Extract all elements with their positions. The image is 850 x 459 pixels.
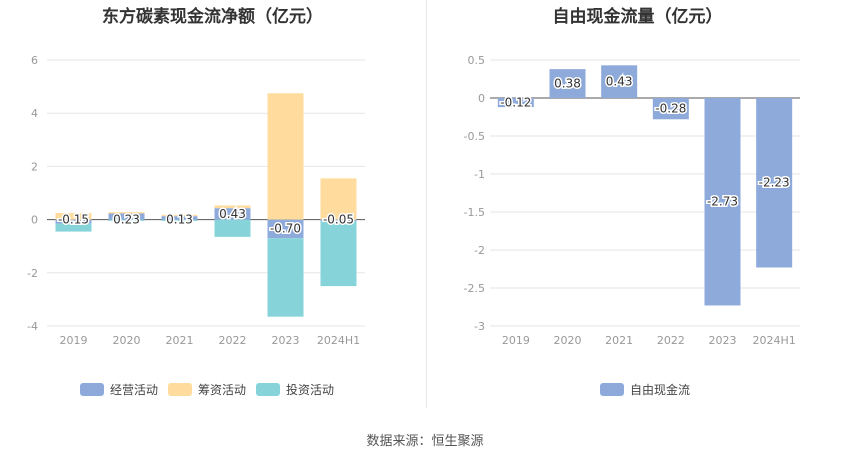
data-label: -0.28 bbox=[655, 102, 686, 116]
legend-label: 自由现金流 bbox=[630, 383, 691, 397]
legend-label: 投资活动 bbox=[286, 383, 335, 397]
data-label: -0.05 bbox=[323, 213, 354, 227]
data-label: -0.12 bbox=[500, 96, 531, 110]
bar-自由现金流-2019 bbox=[497, 98, 534, 108]
x-tick-label: 2023 bbox=[272, 334, 300, 347]
bar-筹资活动-2020 bbox=[108, 212, 145, 214]
data-label: 0.43 bbox=[219, 207, 246, 221]
y-tick-label: -2 bbox=[474, 244, 485, 257]
y-tick-label: -2 bbox=[27, 267, 38, 280]
legend-label: 经营活动 bbox=[110, 383, 159, 397]
y-tick-label: -0.5 bbox=[464, 130, 485, 143]
bar-经营活动-2023 bbox=[267, 219, 304, 239]
left-chart-title: 东方碳素现金流净额（亿元） bbox=[102, 7, 323, 27]
y-tick-label: 6 bbox=[31, 54, 38, 67]
x-tick-label: 2023 bbox=[709, 334, 737, 347]
right-chart-title: 自由现金流量（亿元） bbox=[552, 7, 723, 27]
y-tick-label: -3 bbox=[474, 320, 485, 333]
legend-swatch bbox=[256, 383, 281, 396]
bar-筹资活动-2021 bbox=[161, 214, 198, 217]
data-label: 0.38 bbox=[554, 77, 581, 91]
legend-swatch bbox=[600, 383, 624, 396]
data-source-footer: 数据来源：恒生聚源 bbox=[366, 434, 484, 449]
x-tick-label: 2019 bbox=[60, 334, 88, 347]
bar-经营活动-2020 bbox=[108, 213, 145, 220]
x-tick-label: 2019 bbox=[502, 334, 530, 347]
right-chart-legend: 自由现金流 bbox=[600, 381, 690, 398]
legend-item[interactable]: 经营活动 bbox=[80, 381, 158, 398]
x-tick-label: 2022 bbox=[219, 334, 247, 347]
bar-投资活动-2021 bbox=[161, 219, 198, 221]
bar-投资活动-2022 bbox=[214, 219, 251, 237]
x-tick-label: 2020 bbox=[554, 334, 582, 347]
bar-经营活动-2021 bbox=[161, 216, 198, 220]
data-label: -2.23 bbox=[759, 176, 790, 190]
bar-筹资活动-2024H1 bbox=[320, 178, 357, 220]
bar-自由现金流-2023 bbox=[704, 98, 741, 306]
data-label: -2.73 bbox=[707, 195, 738, 209]
bar-经营活动-2022 bbox=[214, 208, 251, 220]
bar-经营活动-2019 bbox=[55, 219, 92, 224]
bar-经营活动-2024H1 bbox=[320, 219, 357, 221]
bar-自由现金流-2021 bbox=[601, 65, 638, 98]
x-tick-label: 2022 bbox=[657, 334, 685, 347]
x-tick-label: 2021 bbox=[166, 334, 194, 347]
data-label: 0.43 bbox=[606, 75, 633, 89]
bar-投资活动-2023 bbox=[267, 238, 304, 317]
legend-label: 筹资活动 bbox=[198, 383, 247, 397]
bar-自由现金流-2024H1 bbox=[756, 98, 793, 268]
y-tick-label: 2 bbox=[31, 160, 38, 173]
data-label: 0.23 bbox=[113, 213, 140, 227]
y-tick-label: 4 bbox=[31, 107, 38, 120]
x-tick-label: 2020 bbox=[113, 334, 141, 347]
chart-divider bbox=[426, 0, 427, 408]
y-tick-label: -4 bbox=[27, 320, 38, 333]
y-tick-label: -1 bbox=[474, 168, 485, 181]
bar-自由现金流-2022 bbox=[652, 98, 689, 120]
y-tick-label: -1.5 bbox=[464, 206, 485, 219]
data-label: -0.70 bbox=[270, 221, 301, 235]
y-tick-label: 0 bbox=[478, 92, 485, 105]
left-chart-legend: 经营活动 筹资活动 投资活动 bbox=[80, 381, 334, 398]
x-tick-label: 2024H1 bbox=[317, 334, 360, 347]
data-label: 0.13 bbox=[166, 213, 193, 227]
y-tick-label: -2.5 bbox=[464, 282, 485, 295]
bar-自由现金流-2020 bbox=[549, 69, 586, 98]
y-tick-label: 0.5 bbox=[468, 54, 486, 67]
legend-item[interactable]: 投资活动 bbox=[256, 381, 334, 398]
y-tick-label: 0 bbox=[31, 214, 38, 227]
bar-筹资活动-2023 bbox=[267, 93, 304, 220]
x-tick-label: 2024H1 bbox=[753, 334, 796, 347]
legend-swatch bbox=[80, 383, 104, 396]
legend-item[interactable]: 筹资活动 bbox=[168, 381, 246, 398]
bar-筹资活动-2022 bbox=[214, 205, 251, 209]
bar-投资活动-2024H1 bbox=[320, 220, 357, 287]
legend-item[interactable]: 自由现金流 bbox=[600, 381, 690, 398]
x-tick-label: 2021 bbox=[605, 334, 633, 347]
bar-筹资活动-2019 bbox=[55, 212, 92, 220]
bar-投资活动-2019 bbox=[55, 223, 92, 232]
bar-投资活动-2020 bbox=[108, 219, 145, 221]
legend-swatch bbox=[168, 383, 193, 396]
data-label: -0.15 bbox=[58, 213, 89, 227]
